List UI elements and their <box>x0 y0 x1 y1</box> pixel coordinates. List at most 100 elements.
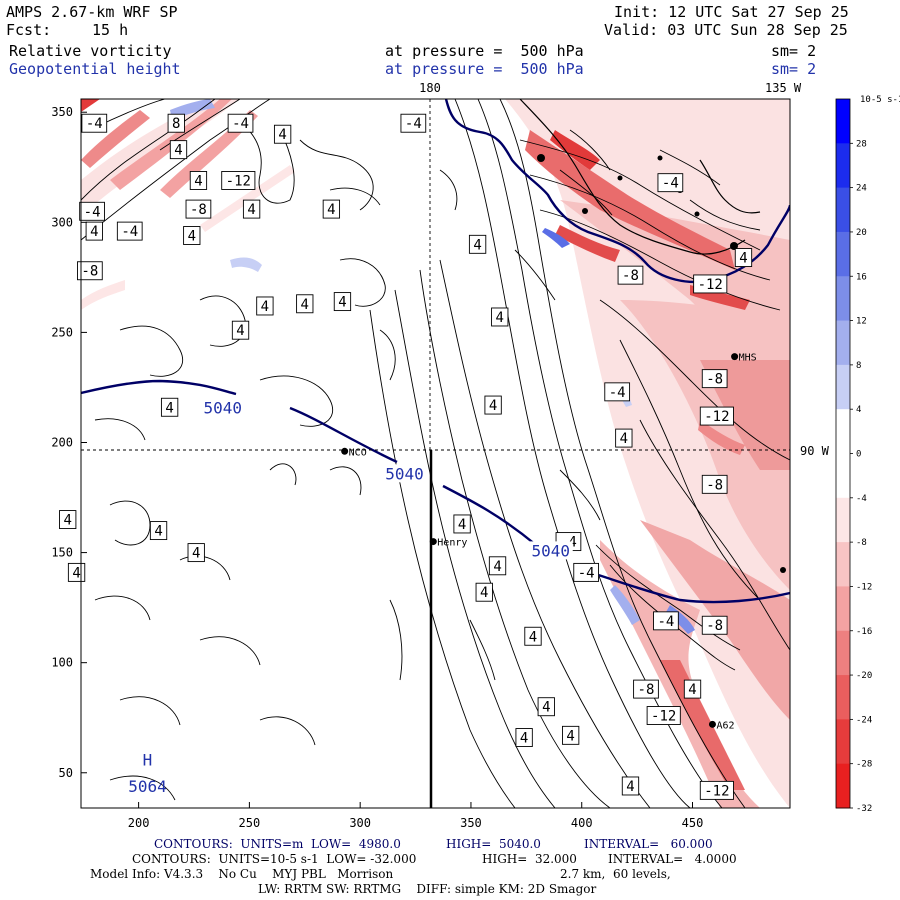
station-marker <box>341 447 349 455</box>
contour-label-box <box>621 776 640 796</box>
field2-pressure: at pressure = 500 hPa <box>385 60 584 78</box>
colorbar-tick-label: -20 <box>856 671 872 681</box>
contour-label: -4 <box>400 113 427 133</box>
contour-label: 4 <box>484 395 502 415</box>
contour-label: -4 <box>657 173 684 193</box>
colorbar-tick-label: 24 <box>856 184 867 194</box>
footer-model-info: Model Info: V4.3.3 No Cu MYJ PBL Morriso… <box>90 867 394 881</box>
contour-label-text: 4 <box>480 585 488 601</box>
height-label: 5040 <box>385 464 424 483</box>
station-marker <box>429 538 437 546</box>
footer-height-contours: CONTOURS: UNITS=m LOW= 4980.0 <box>154 837 401 851</box>
contour-label: -4 <box>79 201 105 221</box>
contour-label-box <box>657 173 684 193</box>
contour-label-text: -8 <box>81 264 98 280</box>
contour-label: 4 <box>183 226 201 245</box>
x-tick-label: 200 <box>128 816 150 830</box>
lon-135w-label: 135 W <box>765 81 802 95</box>
x-axis: 200 250 300 350 400 450 <box>128 802 703 830</box>
contour-label-text: 4 <box>529 629 537 645</box>
height-label: 5064 <box>128 777 167 796</box>
footer-height-interval: INTERVAL= 60.000 <box>584 837 713 851</box>
contour-label: 4 <box>67 562 86 582</box>
contour-label-box <box>693 274 728 294</box>
contour-label: -12 <box>699 780 734 800</box>
x-tick-label: 350 <box>460 816 482 830</box>
stations: NCO Henry MHS A62 <box>341 353 757 731</box>
field2-name: Geopotential height <box>9 60 181 78</box>
contour-label-text: -12 <box>704 409 729 425</box>
colorbar-segment <box>836 719 850 765</box>
contour-label: -12 <box>699 406 734 426</box>
colorbar-segment <box>836 763 850 809</box>
station-label: MHS <box>739 353 757 364</box>
colorbar-segment <box>836 630 850 676</box>
contour-label-text: 4 <box>63 513 71 529</box>
contour-label-text: 4 <box>620 431 628 447</box>
contour-label: -12 <box>693 274 728 294</box>
contour-label-box <box>169 140 188 160</box>
contour-label-text: -8 <box>706 372 723 388</box>
contour-label-text: 4 <box>626 779 634 795</box>
contour-label-box <box>701 615 728 635</box>
contour-label-text: -4 <box>662 176 679 192</box>
contour-label-text: 4 <box>236 323 244 339</box>
contour-label-box <box>653 611 679 631</box>
contour-label: -12 <box>646 706 681 725</box>
station-label: NCO <box>349 447 367 458</box>
contour-label-box <box>333 292 352 312</box>
y-tick-label: 50 <box>59 766 73 780</box>
contour-label-text: -8 <box>638 682 655 698</box>
contour-label: -4 <box>653 611 679 631</box>
contour-label: 4 <box>621 776 640 796</box>
contour-label: 4 <box>524 626 542 646</box>
x-tick-label: 250 <box>239 816 261 830</box>
contour-label-text: -8 <box>622 268 639 284</box>
contour-label: 4 <box>59 510 77 530</box>
y-tick-label: 100 <box>51 656 73 670</box>
contour-label: 8 <box>167 113 185 133</box>
contour-label-text: -4 <box>405 116 422 132</box>
y-tick-label: 150 <box>51 546 73 560</box>
station-label: A62 <box>716 720 734 731</box>
contour-label-box <box>604 382 631 402</box>
contour-label-text: 4 <box>194 173 202 189</box>
contour-label-box <box>617 265 644 285</box>
y-axis: 50 100 150 200 250 300 350 <box>51 105 87 780</box>
contour-label-box <box>701 474 728 494</box>
lon-180-label: 180 <box>419 81 441 95</box>
contour-label-box <box>615 428 633 448</box>
colorbar-tick-label: -16 <box>856 627 872 637</box>
contour-label-box <box>160 397 179 417</box>
contour-label-box <box>699 780 734 800</box>
contour-label-box <box>683 679 702 699</box>
contour-label-text: 4 <box>154 524 162 540</box>
contour-label-text: 4 <box>520 731 528 747</box>
contour-label-text: 4 <box>327 202 335 218</box>
contour-label: -4 <box>116 221 143 241</box>
contour-label: 4 <box>491 307 509 327</box>
contour-label-box <box>453 514 471 534</box>
contour-label-box <box>475 582 493 602</box>
colorbar-segment <box>836 320 850 366</box>
contour-label-text: 4 <box>542 700 550 716</box>
y-tick-label: 350 <box>51 105 73 119</box>
colorbar-tick-label: 16 <box>856 272 867 282</box>
colorbar-tick-label: 20 <box>856 228 867 238</box>
contour-label-box <box>81 113 108 133</box>
lon-90w-label: 90 W <box>800 444 830 458</box>
x-tick-label: 300 <box>349 816 371 830</box>
contour-label-text: -12 <box>698 277 723 293</box>
contour-label: -4 <box>81 113 108 133</box>
colorbar-tick-label: 12 <box>856 317 867 327</box>
contour-label-text: 4 <box>247 202 255 218</box>
contour-label: -4 <box>573 562 600 582</box>
contour-label-text: -8 <box>190 202 207 218</box>
colorbar-segment <box>836 99 850 144</box>
fcst-value: 15 h <box>92 21 129 39</box>
colorbar-tick-label: -24 <box>856 715 872 725</box>
contour-label-box <box>231 320 250 340</box>
contour-label: -4 <box>604 382 631 402</box>
contour-label: -8 <box>633 679 659 699</box>
contour-label-text: -12 <box>704 783 729 799</box>
